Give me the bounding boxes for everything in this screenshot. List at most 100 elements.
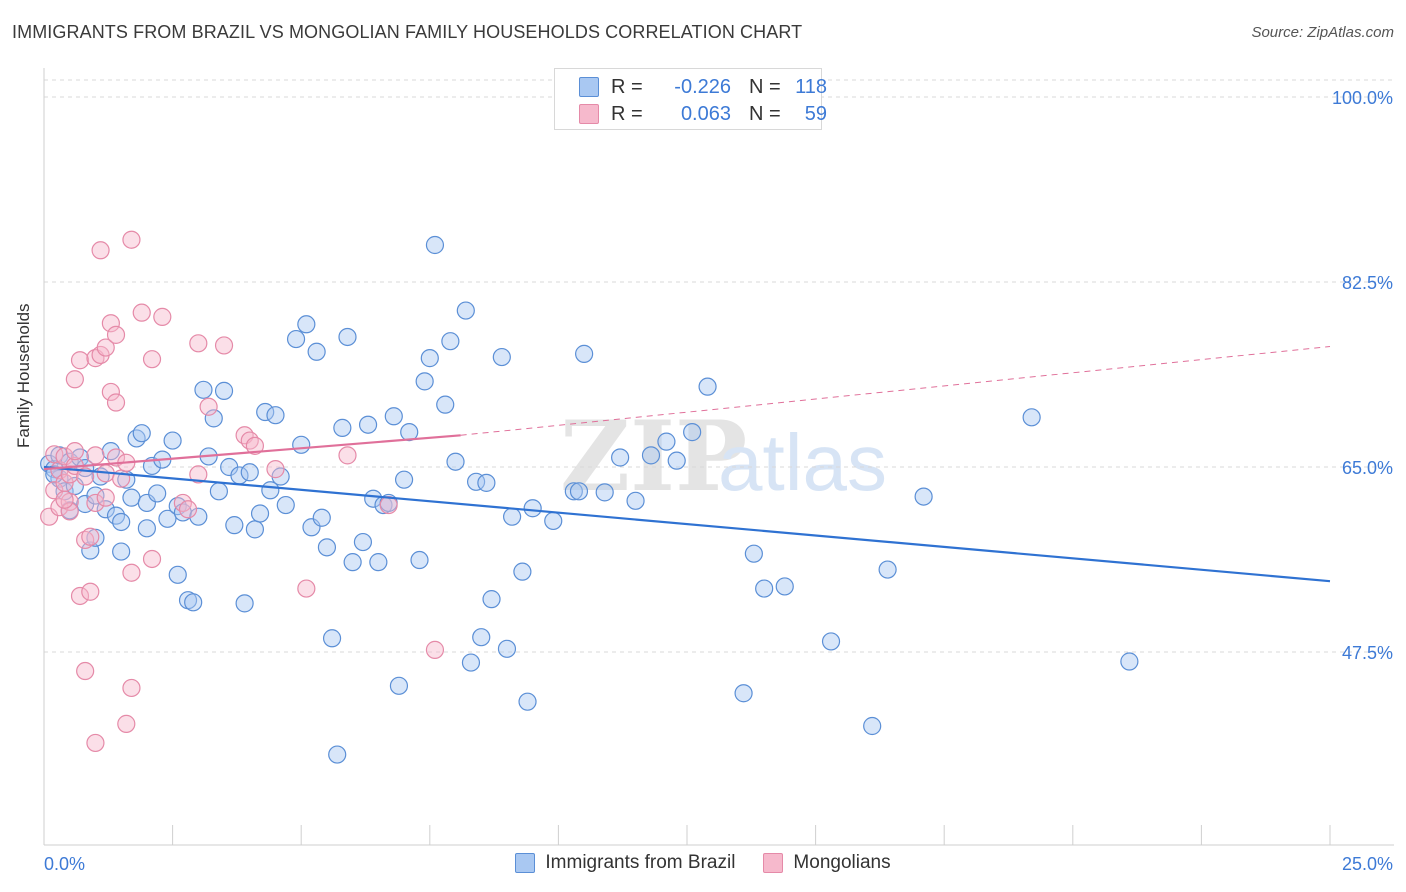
legend-item-brazil[interactable]: Immigrants from Brazil	[515, 852, 735, 874]
point-mongolians	[96, 338, 115, 357]
point-brazil	[158, 509, 177, 528]
point-brazil	[1120, 652, 1139, 671]
point-brazil	[863, 716, 882, 736]
point-brazil	[112, 542, 131, 561]
point-mongolians	[81, 582, 100, 601]
point-brazil	[122, 488, 141, 507]
point-brazil	[626, 491, 645, 510]
point-brazil	[127, 429, 146, 448]
point-brazil	[914, 487, 933, 506]
point-mongolians	[70, 351, 90, 370]
point-brazil	[436, 395, 455, 414]
trend-line-brazil	[43, 465, 1331, 583]
point-brazil	[292, 435, 311, 454]
n-value: 118	[795, 75, 827, 98]
trend-line-mongolians-dashed	[460, 345, 1331, 436]
point-brazil	[338, 327, 357, 347]
point-brazil	[369, 553, 388, 572]
point-brazil	[755, 579, 774, 598]
point-brazil	[564, 482, 583, 501]
point-brazil	[245, 520, 265, 539]
point-mongolians	[76, 530, 95, 550]
point-mongolians	[297, 579, 316, 598]
point-mongolians	[81, 527, 100, 546]
point-brazil	[148, 484, 167, 503]
point-brazil	[482, 590, 501, 609]
point-brazil	[194, 380, 213, 399]
legend-row-mongolians: R = 0.063 N = 59	[579, 102, 827, 126]
point-mongolians	[96, 488, 115, 507]
point-brazil	[112, 512, 131, 532]
point-brazil	[209, 482, 228, 501]
point-brazil	[184, 593, 203, 612]
point-brazil	[358, 415, 378, 434]
n-label: N =	[749, 75, 781, 98]
legend-label-brazil: Immigrants from Brazil	[545, 852, 736, 873]
point-mongolians	[178, 500, 198, 519]
point-brazil	[641, 446, 661, 465]
point-brazil	[235, 594, 254, 613]
trend-line-mongolians	[43, 434, 461, 471]
point-brazil	[410, 550, 429, 570]
point-mongolians	[65, 370, 84, 389]
point-brazil	[569, 482, 589, 501]
point-brazil	[544, 511, 563, 531]
n-value: 59	[804, 102, 827, 125]
point-brazil	[163, 431, 182, 450]
point-brazil	[657, 432, 676, 451]
legend-label-mongolians: Mongolians	[793, 852, 891, 873]
point-mongolians	[106, 325, 126, 344]
point-brazil	[744, 544, 763, 563]
x-tick-label: 0.0%	[44, 854, 85, 874]
point-brazil	[492, 347, 511, 367]
point-mongolians	[214, 336, 234, 355]
point-mongolians	[60, 502, 79, 521]
point-brazil	[420, 349, 439, 368]
point-brazil	[667, 451, 686, 470]
point-mongolians	[189, 465, 208, 484]
watermark-zip: ZIP	[560, 400, 747, 513]
point-brazil	[322, 629, 342, 648]
point-mongolians	[101, 314, 120, 333]
point-mongolians	[338, 446, 357, 465]
point-brazil	[276, 495, 295, 515]
point-mongolians	[55, 490, 74, 509]
point-mongolians	[122, 563, 141, 582]
point-brazil	[456, 301, 475, 320]
r-label: R =	[611, 102, 643, 125]
point-brazil	[611, 448, 630, 467]
point-brazil	[189, 507, 208, 526]
point-brazil	[317, 538, 337, 557]
point-mongolians	[122, 230, 141, 249]
point-mongolians	[142, 549, 162, 569]
point-brazil	[523, 499, 542, 518]
point-brazil	[333, 418, 352, 437]
point-mongolians	[240, 431, 259, 450]
point-mongolians	[122, 678, 141, 698]
point-brazil	[734, 684, 753, 703]
point-brazil	[441, 332, 460, 351]
series-legend: Immigrants from Brazil Mongolians	[0, 852, 1406, 874]
point-brazil	[821, 632, 841, 651]
y-tick-label: 47.5%	[1342, 643, 1393, 663]
pink-swatch-icon	[763, 853, 784, 873]
point-mongolians	[91, 241, 110, 260]
legend-row-brazil: R = -0.226 N = 118	[579, 75, 827, 99]
point-brazil	[214, 381, 234, 400]
source-credit: Source: ZipAtlas.com	[1251, 24, 1394, 41]
point-mongolians	[76, 661, 95, 681]
watermark-atlas: atlas	[718, 418, 887, 507]
point-mongolians	[142, 350, 162, 369]
point-mongolians	[117, 714, 136, 733]
point-brazil	[312, 508, 331, 527]
point-brazil	[503, 507, 522, 526]
point-mongolians	[245, 436, 265, 455]
point-brazil	[266, 406, 285, 425]
legend-item-mongolians[interactable]: Mongolians	[763, 852, 891, 874]
point-mongolians	[132, 303, 151, 322]
point-mongolians	[86, 733, 105, 753]
point-mongolians	[70, 586, 90, 606]
point-mongolians	[86, 446, 105, 465]
point-brazil	[446, 452, 465, 471]
point-mongolians	[65, 442, 84, 461]
